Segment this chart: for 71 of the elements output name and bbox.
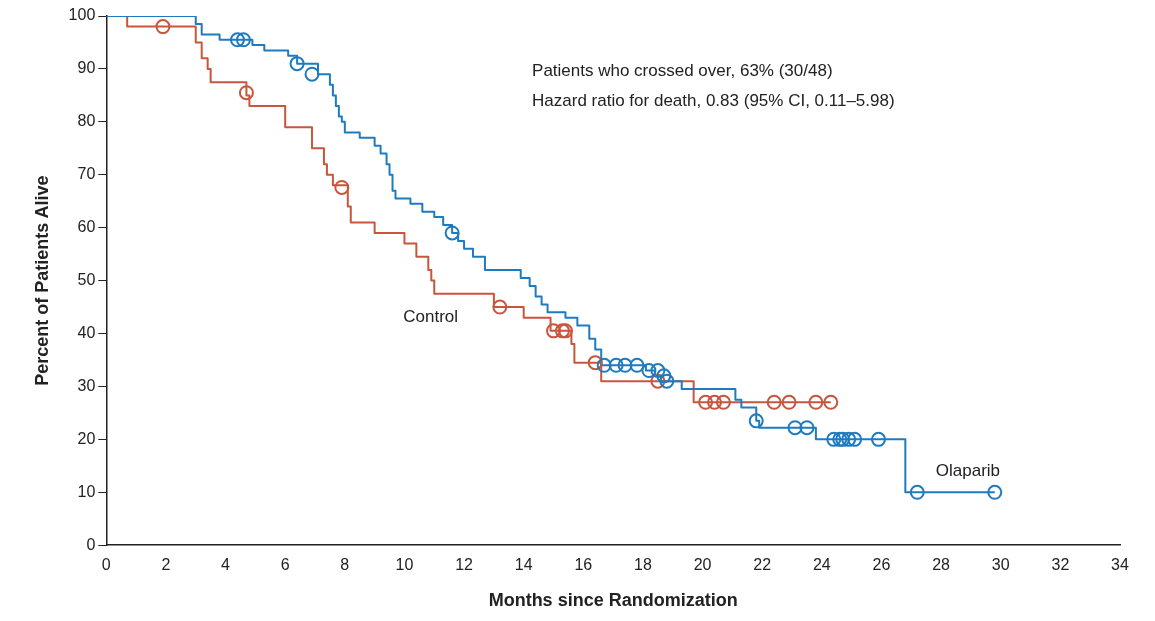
y-tick-label: 40 <box>77 323 96 341</box>
point <box>641 363 657 379</box>
x-tick-label: 16 <box>574 556 593 574</box>
point <box>808 394 824 410</box>
point <box>659 373 675 389</box>
point <box>289 56 305 72</box>
point <box>304 66 320 82</box>
point <box>847 431 863 447</box>
point <box>617 357 633 373</box>
y-axis-title: Percent of Patients Alive <box>31 175 52 386</box>
x-tick-label: 32 <box>1051 556 1070 574</box>
point <box>155 19 171 35</box>
x-tick-label: 2 <box>161 556 171 574</box>
series-label: Control <box>403 307 459 327</box>
x-tick-label: 6 <box>280 556 290 574</box>
point <box>781 394 797 410</box>
point <box>334 179 350 195</box>
point <box>608 357 624 373</box>
point <box>748 413 764 429</box>
y-tick-label: 50 <box>77 271 96 289</box>
point <box>698 394 714 410</box>
y-tick-label: 20 <box>77 429 96 447</box>
point <box>766 394 782 410</box>
point <box>587 355 603 371</box>
point <box>871 431 886 447</box>
x-tick-label: 0 <box>101 556 111 574</box>
x-tick-label: 12 <box>455 556 474 574</box>
x-tick-label: 10 <box>395 556 414 574</box>
y-tick-label: 70 <box>77 165 96 183</box>
point <box>444 225 460 241</box>
point <box>650 363 666 379</box>
x-tick-label: 28 <box>932 556 951 574</box>
x-tick-label: 4 <box>221 556 231 574</box>
x-tick-label: 14 <box>514 556 533 574</box>
annotation: Patients who crossed over, 63% (30/48) <box>532 60 833 80</box>
y-tick-label: 80 <box>77 112 96 130</box>
point <box>656 368 672 384</box>
point <box>596 357 612 373</box>
point <box>707 394 723 410</box>
annotation: Hazard ratio for death, 0.83 (95% CI, 0.11–5.98) <box>532 90 895 110</box>
point <box>546 323 562 339</box>
y-tick-label: 100 <box>68 6 96 24</box>
x-tick-label: 22 <box>753 556 772 574</box>
series-label: Olaparib <box>935 460 1001 480</box>
point <box>715 394 731 410</box>
y-tick-label: 60 <box>77 218 96 236</box>
point <box>629 357 645 373</box>
x-tick-label: 34 <box>1111 556 1129 574</box>
point <box>987 484 1003 500</box>
x-tick-label: 18 <box>634 556 652 574</box>
point <box>787 420 803 436</box>
y-tick-label: 0 <box>86 535 96 553</box>
x-axis-title: Months since Randomization <box>488 590 738 611</box>
x-tick-label: 8 <box>340 556 350 574</box>
x-tick-label: 26 <box>872 556 891 574</box>
x-tick-label: 20 <box>693 556 712 574</box>
point <box>823 394 839 410</box>
point <box>841 431 857 447</box>
point <box>799 420 815 436</box>
point <box>826 431 842 447</box>
point <box>650 373 666 389</box>
x-tick-label: 30 <box>991 556 1010 574</box>
point <box>238 85 254 101</box>
point <box>909 484 925 500</box>
y-tick-label: 90 <box>77 59 96 77</box>
x-tick-label: 24 <box>812 556 831 574</box>
y-tick-label: 30 <box>77 376 96 394</box>
y-tick-label: 10 <box>77 482 96 500</box>
point <box>235 32 251 48</box>
point <box>229 32 245 48</box>
point <box>492 299 508 315</box>
